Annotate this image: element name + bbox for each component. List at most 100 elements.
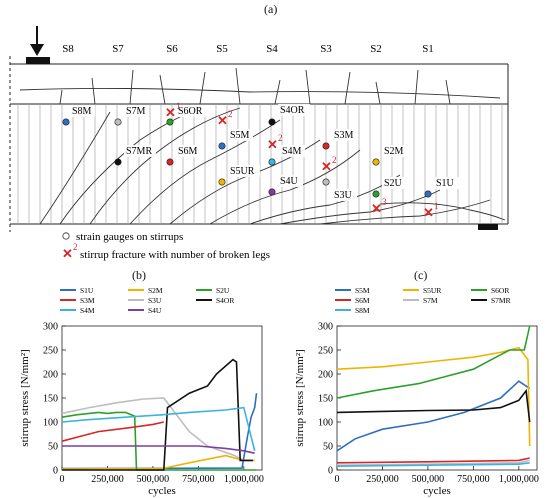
gauge-s7m: S7M [114,105,149,126]
gauge-marker [268,188,276,196]
y-axis-label: stirrup stress [N/mm²] [294,349,306,446]
fracture-count: 2 [228,109,233,119]
legend-label: S3M [80,296,95,305]
gauge-marker [322,142,330,150]
gauge-label: S1U [436,178,455,189]
chart-b: S1U S2M S2U S3M S3U S4OR S4M S4U 0 50 100 150 200 250… [19,286,264,497]
y-tick-label: 250 [318,346,333,357]
gauge-s6m: S6M [166,145,201,166]
gauge-s2m: S2M [372,145,407,166]
beam-crack-diagram: S8 S7 S6 S5 S4 S3 S2 S1 S8M S7M S6OR S5M S4OR S4M S3M… [9,26,509,261]
fracture-marker: ✕ 1 [165,101,181,120]
svg-text:✕: ✕ [165,105,176,120]
series-line-s6m [336,457,530,464]
y-tick-label: 150 [318,394,333,405]
y-tick-label: 100 [43,418,58,429]
section-label: S3 [320,43,332,55]
fracture-count: 2 [332,155,337,165]
gauge-marker [166,158,174,166]
x-tick-label: 1,000,000 [499,474,539,485]
legend-label: S8M [355,306,370,315]
diagram-legend: strain gauges on stirrups ✕ 2 stirrup fr… [62,231,270,261]
section-label: S6 [166,43,178,55]
legend-label: S4OR [216,296,234,305]
gauge-label: S8M [72,106,92,117]
gauge-label: S7M [126,106,146,117]
gauge-label: S5UR [230,166,255,177]
legend-label: S7MR [491,296,511,305]
gauge-marker [268,158,276,166]
panel-b-label: (b) [132,268,146,282]
x-tick-label: 750,000 [182,474,215,485]
gauge-label: S2U [384,178,403,189]
section-label: S4 [266,43,278,55]
legend-label: S6OR [491,286,509,295]
fracture-marker: ✕ 2 [321,155,337,174]
series-line-s6or [336,325,531,399]
legend-label: S2M [148,286,163,295]
section-label: S8 [62,43,74,55]
x-axis-label: cycles [148,485,175,497]
y-tick-label: 50 [48,442,58,453]
legend-gauge-text: strain gauges on stirrups [76,231,183,243]
x-tick-label: 500,000 [412,474,445,485]
fracture-marker: ✕ 3 [371,197,387,216]
gauge-label: S5M [230,130,250,141]
chart-legend: S1U S2M S2U S3M S3U S4OR S4M S4U [60,286,234,315]
x-tick-label: 0 [335,474,340,485]
x-tick-label: 1,000,000 [224,474,264,485]
gauge-marker [114,118,122,126]
support-plate [478,224,498,230]
series-line-s3m [61,421,164,442]
series-line-s3u [61,397,245,462]
chart-legend: S5M S5UR S6OR S6M S7M S7MR S8M [335,286,511,315]
fracture-count: 2 [278,133,283,143]
series-line-s5ur [336,346,531,447]
strain-gauges: S8M S7M S6OR S5M S4OR S4M S3M S2M S7MR S6M S5UR S4U… [62,104,459,201]
svg-text:✕: ✕ [371,201,382,216]
fracture-marker: ✕ 2 [267,133,283,152]
panel-a-label: (a) [264,2,278,16]
gauge-s7mr: S7MR [114,145,156,166]
gauge-s3m: S3M [322,129,357,150]
svg-text:✕: ✕ [423,205,434,220]
legend-label: S1U [80,286,94,295]
gauge-marker [114,158,122,166]
section-labels: S8 S7 S6 S5 S4 S3 S2 S1 [62,43,434,55]
series-line-s4or [62,358,253,471]
x-tick-label: 750,000 [457,474,490,485]
panel-c-label: (c) [414,268,428,282]
fracture-marker: ✕ 1 [423,201,439,220]
gauge-s4u: S4U [268,175,303,196]
fracture-count: 3 [382,197,387,207]
gauge-marker [372,190,380,198]
fracture-marker: ✕ 2 [217,109,233,128]
gauge-s1u: S1U [424,177,459,198]
gauge-marker [268,118,276,126]
section-label: S7 [112,43,124,55]
gauge-marker [218,178,226,186]
section-label: S5 [216,43,228,55]
x-tick-label: 500,000 [137,474,170,485]
legend-label: S3U [148,296,162,305]
gauge-s2u: S2U [372,177,407,198]
fracture-count: 1 [434,201,439,211]
legend-label: S2U [216,286,230,295]
legend-label: S5M [355,286,370,295]
gauge-label: S7MR [126,146,152,157]
gauge-marker [372,158,380,166]
gauge-label: S2M [384,146,404,157]
legend-label: S4U [148,306,162,315]
plot-area [336,325,538,471]
y-tick-label: 300 [318,322,333,333]
y-tick-label: 0 [328,466,333,477]
y-tick-label: 200 [318,370,333,381]
x-tick-label: 250,000 [91,474,124,485]
y-tick-label: 200 [43,370,58,381]
legend-label: S5UR [423,286,441,295]
gauge-marker [62,118,70,126]
stirrup-fractures: ✕ 1✕ 2✕ 2✕ 2✕ 3✕ 1 [165,101,439,220]
x-tick-label: 250,000 [366,474,399,485]
gauge-s5ur: S5UR [218,165,260,186]
series-line-s5m [336,380,531,452]
